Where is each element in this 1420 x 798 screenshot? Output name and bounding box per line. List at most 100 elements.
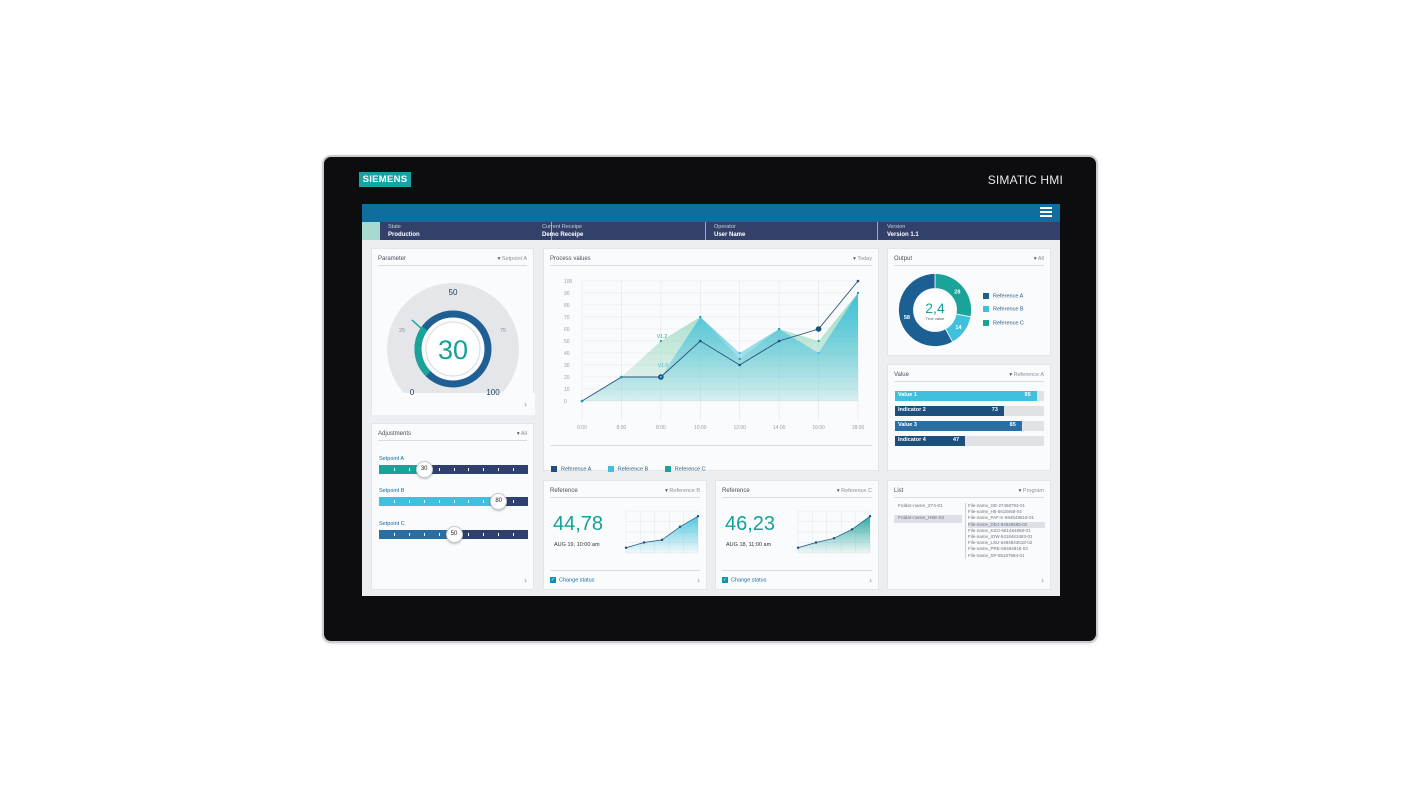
file-item[interactable]: File-name_DDJ-94846585-02 [968, 521, 1045, 528]
legend-swatch [551, 465, 557, 472]
reference-date: AUG 19, 10:00 am [554, 542, 600, 548]
gauge-cut [372, 393, 535, 415]
legend-item: Reference B [983, 306, 1024, 313]
data-point[interactable] [698, 339, 702, 343]
card-filter-dropdown[interactable]: Today [853, 256, 872, 262]
chevron-right-icon[interactable]: › [869, 575, 872, 585]
y-tick-label: 90 [564, 291, 570, 297]
slider-tick [393, 468, 395, 471]
data-point[interactable] [778, 327, 781, 331]
card-header: Reference Reference C [722, 486, 872, 498]
data-point[interactable] [738, 363, 742, 367]
chevron-right-icon[interactable]: › [524, 399, 527, 409]
data-point[interactable] [777, 339, 781, 343]
reference-c-trend-chart [796, 510, 872, 554]
chevron-right-icon[interactable]: › [697, 575, 700, 585]
card-filter-dropdown[interactable]: Reference C [837, 488, 872, 494]
card-filter-dropdown[interactable]: All [517, 431, 527, 437]
trend-point[interactable] [696, 515, 700, 518]
setpoint-c-slider[interactable]: 50 [379, 526, 528, 543]
data-point[interactable] [738, 351, 741, 355]
donut-slice[interactable] [898, 273, 954, 347]
x-tick-label: 12:00 [733, 425, 746, 431]
card-filter-dropdown[interactable]: Setpoint A [498, 256, 527, 262]
trend-point[interactable] [660, 538, 664, 542]
slider-tick [513, 533, 515, 536]
slider-tick [438, 533, 440, 536]
slider-label: Setpoint C [379, 521, 405, 527]
trend-point[interactable] [642, 541, 646, 544]
gauge-q3-label: 75 [500, 328, 506, 334]
chart-legend: Reference A Reference B Reference C [551, 457, 718, 475]
file-item[interactable]: File-name_LSU-6484843518-02 [968, 540, 1033, 546]
folder-item[interactable]: Folder-name_H6E-02 [894, 515, 962, 523]
trend-point[interactable] [624, 546, 628, 549]
checkbox-label: Change status [731, 577, 767, 583]
data-point[interactable] [699, 315, 702, 319]
data-point[interactable] [620, 375, 623, 379]
checkbox-check-icon: ✓ [722, 576, 728, 583]
status-value: Demo Receipe [542, 232, 584, 238]
file-item[interactable]: File-name_SP-65187684-01 [968, 552, 1025, 558]
trend-point[interactable] [814, 541, 818, 544]
file-item[interactable]: File-name_GE-27458793-01 [968, 503, 1026, 508]
slider-knob[interactable]: 80 [490, 493, 508, 510]
trend-area [798, 516, 870, 553]
slider-knob[interactable]: 50 [445, 526, 463, 543]
gauge-max-label: 100 [486, 388, 500, 397]
trend-point[interactable] [868, 515, 872, 518]
change-status-checkbox[interactable]: ✓ Change status [722, 576, 767, 583]
gauge-value: 30 [438, 335, 468, 365]
card-filter-dropdown[interactable]: Program [1019, 488, 1044, 494]
file-item[interactable]: File-name_H5-5618468-04 [968, 509, 1022, 515]
status-label: Version [887, 224, 906, 230]
setpoint-b-slider[interactable]: 80 [379, 493, 528, 510]
file-item[interactable]: File-name_IOW-5418463483-01 [968, 534, 1033, 540]
data-point[interactable] [856, 291, 860, 295]
value-bar: Indicator 4 47 [895, 436, 1044, 446]
legend-label: Reference B [617, 466, 649, 472]
file-item[interactable]: File-name_PAF-K-694548618-01 [968, 515, 1034, 521]
chart-divider [550, 445, 872, 446]
trend-point[interactable] [678, 525, 682, 528]
slider-tick [468, 500, 470, 503]
data-point[interactable] [856, 279, 860, 283]
data-point[interactable] [815, 326, 822, 332]
value-bar-number: 85 [1009, 422, 1016, 428]
value-bar-number: 73 [991, 407, 998, 413]
slider-tick [498, 533, 500, 536]
x-tick-label: 8:00 [656, 425, 666, 431]
data-point[interactable] [659, 375, 662, 379]
trend-point[interactable] [850, 528, 854, 531]
data-point[interactable] [580, 399, 584, 403]
y-tick-label: 0 [564, 399, 567, 405]
data-point[interactable] [817, 339, 820, 343]
legend-swatch [664, 465, 671, 472]
card-filter-dropdown[interactable]: Reference A [1009, 372, 1044, 378]
folder-item[interactable]: Folder-name_274-01 [898, 504, 943, 509]
data-point[interactable] [738, 357, 741, 361]
slider-tick [513, 500, 515, 503]
data-point[interactable] [659, 339, 662, 343]
legend-label: Reference A [993, 293, 1024, 300]
slider-tick [483, 500, 485, 503]
donut-legend: Reference A Reference B Reference C [983, 293, 1024, 326]
change-status-checkbox[interactable]: ✓ Change status [550, 576, 594, 583]
chevron-right-icon[interactable]: › [1041, 575, 1044, 585]
slider-knob[interactable]: 30 [415, 461, 433, 478]
trend-point[interactable] [832, 537, 836, 540]
value-bar-label: Indicator 2 [898, 407, 926, 413]
card-filter-dropdown[interactable]: All [1034, 256, 1044, 262]
hamburger-menu-icon[interactable] [1040, 207, 1052, 219]
legend-label: Reference C [993, 320, 1024, 327]
card-filter-dropdown[interactable]: Reference B [665, 488, 700, 494]
file-item[interactable]: File-name_PRE-65484818-03 [968, 546, 1028, 552]
data-point[interactable] [817, 351, 820, 355]
gauge-needle [411, 319, 425, 332]
trend-point[interactable] [796, 546, 800, 549]
chevron-right-icon[interactable]: › [524, 575, 527, 585]
setpoint-a-slider[interactable]: 30 [379, 461, 528, 478]
file-item[interactable]: File-name_KSO-651484868-01 [968, 527, 1031, 533]
y-tick-label: 60 [564, 327, 570, 333]
